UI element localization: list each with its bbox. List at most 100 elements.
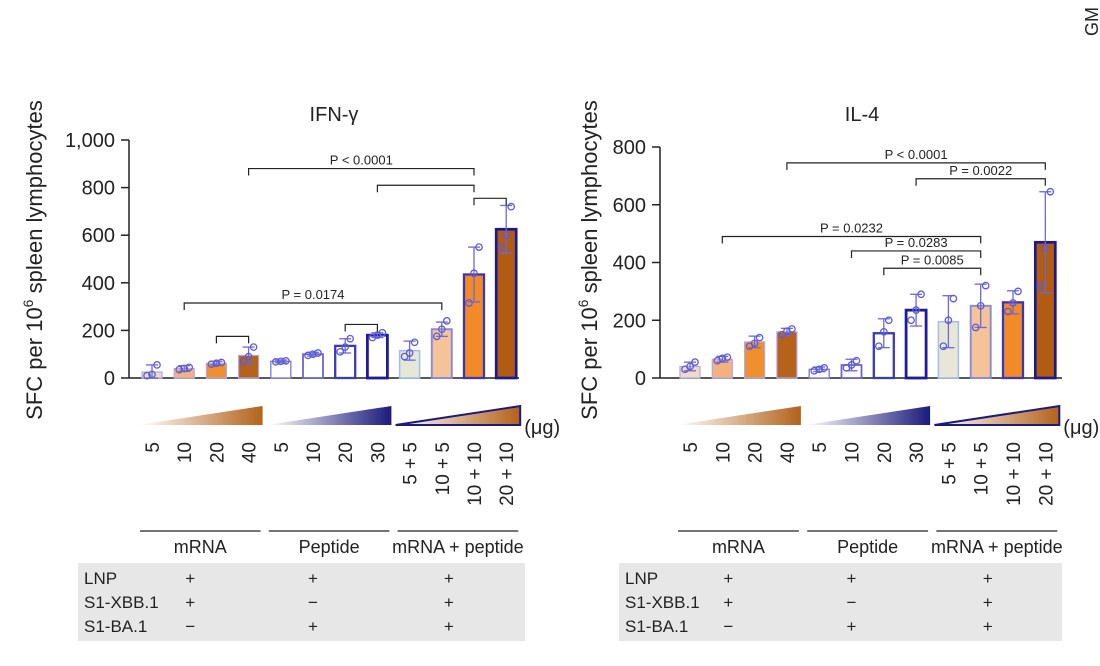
x-tick-label: 40 — [240, 442, 261, 463]
table-row-label: LNP — [625, 569, 658, 588]
data-point — [939, 342, 948, 351]
unit-label: (μg) — [1063, 417, 1099, 439]
data-point — [907, 316, 915, 325]
data-point — [884, 316, 893, 325]
data-point — [723, 353, 732, 362]
group-label: mRNA — [712, 537, 765, 557]
data-point — [976, 301, 985, 310]
table-background — [78, 563, 525, 641]
data-point — [1046, 187, 1055, 196]
x-tick-label: 20 — [875, 442, 896, 463]
data-point — [718, 354, 727, 363]
data-point — [405, 349, 414, 357]
x-tick-label: 20 — [207, 442, 228, 463]
table-row-label: S1-XBB.1 — [84, 593, 159, 612]
data-point — [271, 357, 280, 366]
table-cell: + — [185, 569, 195, 588]
table-cell: + — [444, 569, 454, 588]
data-point — [432, 332, 441, 341]
data-point — [810, 366, 819, 375]
p-value-label: P = 0.0174 — [281, 287, 344, 302]
table-cell: − — [723, 617, 733, 636]
table-row-label: S1-BA.1 — [625, 617, 688, 636]
table-cell: + — [308, 569, 318, 588]
data-point — [783, 327, 791, 336]
group-label: mRNA + peptide — [931, 537, 1063, 557]
data-point — [944, 316, 953, 325]
y-tick-label: 0 — [104, 368, 115, 390]
dose-gradient-row: (μg) — [676, 404, 1099, 439]
x-tick-label: 10 + 5 — [433, 442, 454, 495]
x-tick-label: 10 — [304, 442, 325, 463]
x-tick-label: 10 + 10 — [465, 442, 486, 506]
data-point — [917, 290, 925, 299]
y-axis-label-part: SFC per 10 — [22, 307, 47, 420]
y-tick-label: 400 — [82, 273, 115, 295]
data-point — [981, 281, 990, 290]
table-cell: − — [308, 593, 318, 612]
bracket-line — [215, 335, 250, 344]
corner-label: GM — [1078, 0, 1100, 40]
data-point — [244, 352, 253, 361]
table-row-label: S1-BA.1 — [84, 617, 147, 636]
data-point — [475, 243, 483, 251]
significance-bracket — [473, 197, 507, 206]
data-point — [185, 363, 194, 372]
y-axis-label-superscript: 6 — [575, 299, 591, 307]
group-label: Peptide — [837, 537, 898, 557]
significance-bracket — [344, 323, 378, 332]
y-axis-label-part: spleen lymphocytes — [577, 100, 602, 299]
data-point — [847, 361, 856, 369]
data-point — [497, 243, 506, 251]
x-tick-label: 5 — [681, 442, 702, 453]
data-point — [879, 327, 888, 336]
significance-bracket — [376, 184, 475, 193]
combo-dose-triangle — [934, 404, 1061, 426]
table-cell: + — [444, 617, 454, 636]
table-cell: − — [185, 617, 195, 636]
bracket-line — [915, 178, 1046, 186]
chart-panel-2: IL-4 SFC per 106 spleen lymphocytes 0 200 40… — [575, 100, 1099, 641]
x-tick-label: 30 — [368, 442, 389, 463]
chart-title: IL-4 — [845, 104, 879, 126]
significance-bracket: P = 0.0174 — [183, 287, 443, 311]
data-point — [1004, 307, 1012, 316]
data-point — [691, 358, 699, 366]
table-cell: + — [983, 617, 993, 636]
data-point — [341, 343, 350, 351]
data-point — [336, 347, 345, 356]
group-label: mRNA + peptide — [392, 537, 524, 557]
table-background — [619, 563, 1062, 641]
bracket-line — [721, 235, 982, 244]
x-tick-label: 20 — [746, 442, 767, 463]
data-point — [304, 351, 312, 360]
chart-title: IFN-γ — [310, 104, 359, 126]
mrna-dose-triangle — [138, 406, 263, 425]
data-point — [281, 357, 290, 365]
data-point — [815, 365, 824, 374]
x-tick-label: 40 — [778, 442, 799, 463]
x-tick-label: 20 — [336, 442, 357, 463]
chart-panel-1: IFN-γ SFC per 106 spleen lymphocytes 0 200 4… — [20, 100, 560, 641]
data-point — [686, 362, 694, 371]
y-tick-label: 800 — [613, 137, 646, 159]
y-axis-label-superscript: 6 — [20, 299, 36, 307]
y-tick-label: 200 — [82, 320, 115, 342]
x-tick-label: 20 + 10 — [497, 442, 518, 506]
x-tick-label: 10 + 10 — [1004, 442, 1025, 506]
x-tick-label: 5 — [143, 442, 164, 453]
y-axis-label-part: SFC per 10 — [577, 307, 602, 420]
bracket-line — [473, 197, 507, 206]
significance-bracket — [215, 335, 250, 344]
data-point — [507, 202, 516, 211]
table-cell: + — [723, 569, 733, 588]
x-tick-label: 10 — [175, 442, 196, 463]
mrna-dose-triangle — [676, 406, 801, 425]
data-point — [143, 371, 151, 380]
data-point — [778, 330, 786, 339]
group-label: mRNA — [174, 537, 227, 557]
data-point — [1009, 299, 1017, 307]
data-point — [346, 334, 355, 343]
data-point — [971, 323, 980, 332]
